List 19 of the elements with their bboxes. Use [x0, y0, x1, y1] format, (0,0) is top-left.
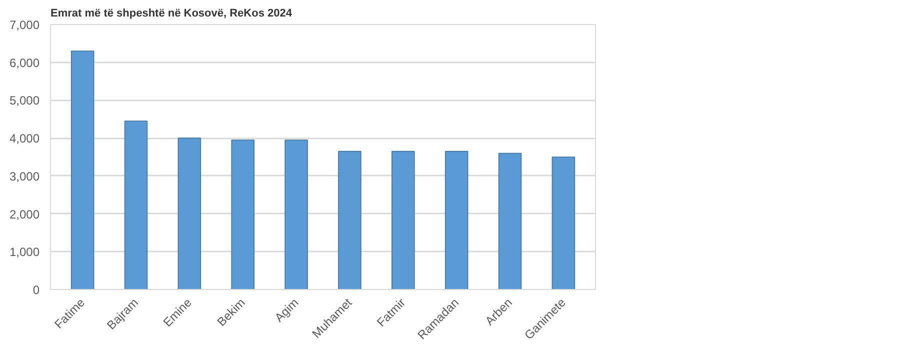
y-tick-label: 4,000 [9, 132, 40, 146]
y-tick-label: 7,000 [9, 18, 40, 32]
y-tick-label: 3,000 [9, 169, 40, 184]
y-tick-label: 5,000 [9, 94, 40, 108]
bar [338, 150, 362, 290]
bar [392, 150, 415, 290]
bar [178, 138, 202, 290]
bar [552, 156, 576, 290]
bar [124, 120, 148, 290]
chart-title: Emrat më të shpeshtë në Kosovë, ReKos 2024 [50, 8, 293, 20]
bar [498, 152, 522, 290]
bar [444, 150, 468, 290]
bar [231, 140, 254, 290]
y-tick-label: 0 [32, 283, 40, 297]
bar [70, 50, 94, 290]
y-tick-label: 1,000 [9, 245, 40, 260]
y-tick-label: 2,000 [9, 207, 40, 222]
bar [284, 140, 308, 290]
y-tick-label: 6,000 [9, 56, 40, 70]
